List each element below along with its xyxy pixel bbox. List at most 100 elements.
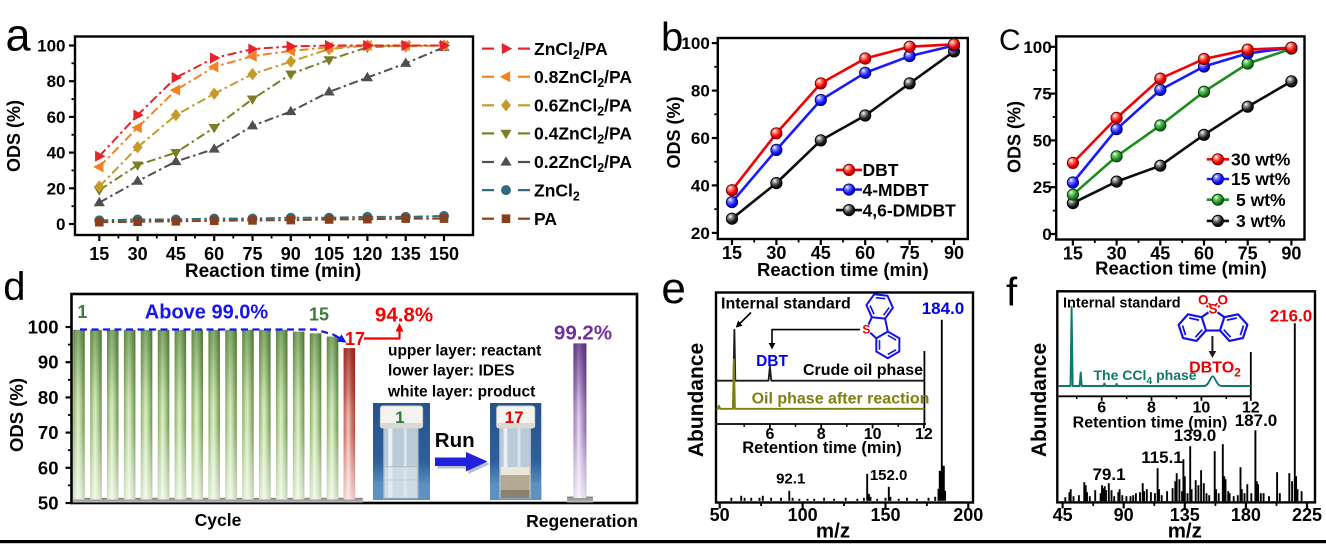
svg-text:115.1: 115.1	[1141, 448, 1183, 467]
svg-text:50: 50	[38, 493, 59, 514]
svg-text:8: 8	[817, 426, 826, 443]
svg-text:200: 200	[953, 505, 983, 525]
svg-text:3 wt%: 3 wt%	[1236, 211, 1286, 231]
svg-text:80: 80	[691, 82, 710, 101]
svg-text:The CCl4 phase: The CCl4 phase	[1094, 367, 1197, 387]
svg-text:15: 15	[89, 244, 109, 264]
svg-text:92.1: 92.1	[776, 471, 805, 488]
svg-text:90: 90	[38, 352, 59, 373]
svg-text:1: 1	[395, 408, 404, 427]
svg-text:135: 135	[391, 244, 421, 264]
svg-text:Crude oil phase: Crude oil phase	[803, 362, 923, 379]
svg-text:100: 100	[1023, 38, 1051, 57]
svg-text:ODS (%): ODS (%)	[6, 378, 27, 452]
svg-text:Run: Run	[435, 429, 475, 452]
svg-text:94.8%: 94.8%	[375, 304, 433, 327]
svg-text:20: 20	[47, 179, 66, 198]
svg-text:180: 180	[1231, 505, 1261, 525]
svg-text:O: O	[1198, 293, 1209, 308]
svg-text:a: a	[6, 10, 32, 61]
svg-text:100: 100	[788, 505, 818, 525]
svg-text:120: 120	[352, 244, 382, 264]
svg-text:Internal standard: Internal standard	[1063, 296, 1181, 312]
svg-text:Cycle: Cycle	[195, 510, 242, 530]
svg-text:75: 75	[900, 243, 920, 263]
svg-text:1: 1	[77, 302, 87, 322]
svg-text:139.0: 139.0	[1174, 426, 1217, 445]
svg-text:Abundance: Abundance	[685, 343, 708, 457]
svg-text:150: 150	[429, 244, 459, 264]
svg-text:60: 60	[47, 108, 66, 127]
svg-text:PA: PA	[534, 209, 557, 229]
svg-text:Above 99.0%: Above 99.0%	[145, 302, 269, 324]
svg-text:10: 10	[1193, 400, 1211, 417]
svg-text:m/z: m/z	[816, 520, 850, 543]
svg-text:90: 90	[1114, 505, 1134, 525]
svg-text:20: 20	[691, 224, 710, 243]
svg-text:lower layer: IDES: lower layer: IDES	[388, 363, 515, 380]
svg-text:12: 12	[915, 426, 933, 443]
svg-text:15: 15	[309, 305, 329, 325]
svg-text:DBTO2: DBTO2	[1189, 360, 1241, 380]
svg-text:75: 75	[1033, 85, 1052, 104]
svg-text:S: S	[862, 323, 870, 337]
svg-text:15: 15	[1063, 244, 1083, 264]
svg-text:DBT: DBT	[756, 353, 788, 370]
svg-text:150: 150	[870, 505, 900, 525]
svg-text:O: O	[1218, 293, 1229, 308]
svg-text:50: 50	[1033, 131, 1052, 150]
svg-text:100: 100	[37, 37, 65, 56]
svg-text:0.8ZnCl2/PA: 0.8ZnCl2/PA	[534, 67, 632, 90]
svg-text:5 wt%: 5 wt%	[1236, 190, 1286, 210]
svg-text:45: 45	[1053, 505, 1073, 525]
svg-text:Oil phase after reaction: Oil phase after reaction	[752, 391, 930, 408]
svg-text:30: 30	[1107, 244, 1127, 264]
svg-text:40: 40	[47, 144, 66, 163]
svg-text:4-MDBT: 4-MDBT	[863, 180, 929, 200]
svg-text:Internal standard: Internal standard	[721, 296, 851, 313]
svg-text:184.0: 184.0	[922, 299, 965, 318]
svg-text:Reaction time (min): Reaction time (min)	[185, 261, 361, 282]
svg-text:ZnCl2: ZnCl2	[534, 180, 580, 203]
svg-text:225: 225	[1292, 505, 1322, 525]
svg-text:ODS (%): ODS (%)	[4, 100, 24, 172]
svg-text:30 wt%: 30 wt%	[1231, 150, 1291, 170]
svg-text:40: 40	[691, 176, 710, 195]
svg-text:4,6-DMDBT: 4,6-DMDBT	[863, 200, 957, 220]
svg-text:upper layer: reactant: upper layer: reactant	[388, 343, 541, 360]
svg-text:60: 60	[38, 457, 59, 478]
svg-text:17: 17	[345, 329, 365, 349]
svg-text:8: 8	[1147, 400, 1156, 417]
svg-text:60: 60	[1194, 244, 1214, 264]
svg-text:Regeneration: Regeneration	[526, 511, 638, 531]
svg-text:45: 45	[811, 243, 831, 263]
svg-text:99.2%: 99.2%	[554, 322, 612, 345]
svg-text:50: 50	[710, 505, 730, 525]
svg-text:17: 17	[505, 408, 524, 427]
svg-text:105: 105	[314, 244, 344, 264]
svg-text:90: 90	[1281, 244, 1301, 264]
svg-text:80: 80	[47, 72, 66, 91]
svg-text:ODS (%): ODS (%)	[1005, 101, 1025, 173]
svg-text:DBT: DBT	[863, 160, 899, 180]
svg-text:70: 70	[38, 422, 59, 443]
svg-text:12: 12	[1242, 400, 1260, 417]
svg-text:Retention time (min): Retention time (min)	[1073, 415, 1228, 432]
svg-text:90: 90	[944, 243, 964, 263]
svg-text:15 wt%: 15 wt%	[1231, 169, 1291, 189]
svg-text:ODS (%): ODS (%)	[664, 96, 684, 168]
svg-text:79.1: 79.1	[1092, 465, 1125, 484]
svg-text:Reaction time (min): Reaction time (min)	[757, 259, 929, 280]
svg-text:0: 0	[1042, 225, 1051, 244]
svg-text:30: 30	[766, 243, 786, 263]
svg-text:100: 100	[681, 34, 709, 53]
svg-text:white layer: product: white layer: product	[387, 384, 535, 401]
svg-text:80: 80	[38, 387, 59, 408]
svg-text:d: d	[3, 265, 25, 309]
svg-text:15: 15	[722, 243, 742, 263]
svg-text:100: 100	[28, 317, 59, 338]
svg-text:60: 60	[204, 244, 224, 264]
svg-text:45: 45	[1150, 244, 1170, 264]
svg-text:ZnCl2/PA: ZnCl2/PA	[534, 39, 608, 62]
svg-text:10: 10	[864, 426, 882, 443]
